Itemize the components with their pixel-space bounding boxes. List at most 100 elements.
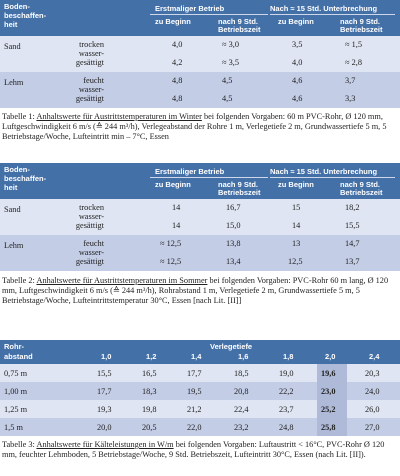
- table-3-header: Rohr- abstand Verlegetiefe 1,0 1,2 1,4 1…: [0, 340, 400, 364]
- value-cell: 21,2: [187, 405, 202, 414]
- depth-header: 1,2: [146, 352, 157, 361]
- value-cell: 17,7: [97, 387, 112, 396]
- value-cell: ≈ 2,8: [345, 58, 362, 67]
- value-cell: 22,2: [279, 387, 294, 396]
- condition-label: wasser-: [78, 248, 104, 257]
- table-row: 1,25 m 19,3 19,8 21,2 22,4 23,7 25,2 26,…: [0, 400, 400, 418]
- condition-label: trocken: [79, 40, 104, 49]
- value-cell: 16,5: [142, 369, 157, 378]
- header-sub-after-1: nach 9 Std.: [218, 180, 259, 189]
- table-1: Boden- beschaffen- heit Erstmaliger Betr…: [0, 0, 400, 108]
- value-cell: 20,0: [97, 423, 112, 432]
- table-2-caption: Tabelle 2: Anhaltswerte für Austrittstem…: [2, 276, 398, 306]
- row-label: 1,5 m: [4, 423, 23, 432]
- header-soil-line1: Boden-: [4, 2, 30, 11]
- value-cell: 4,5: [222, 76, 233, 85]
- condition-label: gesättigt: [75, 58, 104, 67]
- value-cell-highlight: 25,8: [321, 423, 336, 432]
- table-row: Lehm feucht wasser- gesättigt 4,8 4,5 4,…: [0, 72, 400, 108]
- value-cell: ≈ 12,5: [160, 239, 182, 248]
- table-row: Sand trocken wasser- gesättigt 4,0 ≈ 3,0…: [0, 36, 400, 72]
- row-label: 0,75 m: [4, 369, 28, 378]
- condition-label: gesättigt: [75, 221, 104, 230]
- value-cell: 3,3: [345, 94, 356, 103]
- value-cell-highlight: 25,2: [321, 405, 336, 414]
- value-cell: 12,5: [288, 257, 303, 266]
- caption-title: Anhaltswerte für Kälteleistungen in W/m: [36, 440, 174, 449]
- header-pipe-distance-1: Rohr-: [4, 342, 24, 351]
- caption-prefix: Tabelle 1:: [2, 112, 37, 121]
- table-row: 1,5 m 20,0 20,5 22,0 23,2 24,8 25,8 27,0: [0, 418, 400, 436]
- value-cell: 13,4: [226, 257, 241, 266]
- depth-header: 1,0: [101, 352, 112, 361]
- condition-label: wasser-: [78, 85, 104, 94]
- depth-header: 2,0: [325, 352, 336, 361]
- depth-header: 1,8: [283, 352, 294, 361]
- caption-text: bei folgenden Vorgaben: Luftaustritt < 1…: [2, 440, 385, 459]
- header-soil-line2: beschaffen-: [4, 174, 47, 183]
- value-cell: 4,0: [292, 58, 303, 67]
- value-cell: 15,5: [345, 221, 360, 230]
- value-cell: 26,0: [365, 405, 380, 414]
- value-cell: 22,0: [187, 423, 202, 432]
- value-cell: 24,8: [279, 423, 294, 432]
- value-cell: 3,5: [292, 40, 303, 49]
- header-soil-line3: heit: [4, 183, 18, 192]
- value-cell: 15: [292, 203, 301, 212]
- value-cell: 19,8: [142, 405, 157, 414]
- condition-label: gesättigt: [75, 257, 104, 266]
- table-1-caption: Tabelle 1: Anhaltswerte für Austrittstem…: [2, 112, 398, 142]
- header-sub-begin-2: zu Beginn: [278, 17, 314, 26]
- caption-title: Anhaltswerte für Austrittstemperaturen i…: [36, 276, 208, 285]
- value-cell: 24,0: [365, 387, 380, 396]
- value-cell: 14: [292, 221, 301, 230]
- value-cell: ≈ 3,5: [222, 58, 239, 67]
- header-soil-line1: Boden-: [4, 165, 30, 174]
- value-cell: 15,5: [97, 369, 112, 378]
- soil-label: Sand: [4, 42, 21, 51]
- value-cell: ≈ 1,5: [345, 40, 362, 49]
- value-cell: 22,4: [234, 405, 249, 414]
- value-cell: 14,7: [345, 239, 360, 248]
- value-cell: 4,8: [172, 76, 183, 85]
- value-cell: 4,2: [172, 58, 183, 67]
- value-cell: ≈ 12,5: [160, 257, 182, 266]
- value-cell: 19,5: [187, 387, 202, 396]
- header-laying-depth: Verlegetiefe: [210, 342, 253, 351]
- table-3-caption: Tabelle 3: Anhaltswerte für Kälteleistun…: [2, 440, 398, 460]
- table-row: Lehm feucht wasser- gesättigt ≈ 12,5 13,…: [0, 235, 400, 271]
- value-cell: 13: [292, 239, 301, 248]
- header-sub-begin: zu Beginn: [155, 17, 191, 26]
- table-row: 1,00 m 17,7 18,3 19,5 20,8 22,2 23,0 24,…: [0, 382, 400, 400]
- value-cell: 20,3: [365, 369, 380, 378]
- value-cell: 18,3: [142, 387, 157, 396]
- table-3: Rohr- abstand Verlegetiefe 1,0 1,2 1,4 1…: [0, 340, 400, 436]
- depth-header: 1,6: [238, 352, 249, 361]
- header-sub-after2-1: nach 9 Std.: [340, 180, 381, 189]
- value-cell-highlight: 19,6: [321, 369, 336, 378]
- value-cell: 13,7: [345, 257, 360, 266]
- value-cell: 4,6: [292, 94, 303, 103]
- value-cell: 20,5: [142, 423, 157, 432]
- value-cell: 27,0: [365, 423, 380, 432]
- value-cell: 16,7: [226, 203, 241, 212]
- caption-prefix: Tabelle 3:: [2, 440, 37, 449]
- condition-label: wasser-: [78, 49, 104, 58]
- table-2-header: Boden- beschaffen- heit Erstmaliger Betr…: [0, 163, 400, 199]
- value-cell: 17,7: [187, 369, 202, 378]
- soil-label: Lehm: [4, 78, 24, 87]
- header-sub-after-1: nach 9 Std.: [218, 17, 259, 26]
- row-label: 1,25 m: [4, 405, 28, 414]
- value-cell: 14: [172, 203, 181, 212]
- caption-text: bei folgenden Vorgaben: 60 m PVC-Rohr, Ø…: [2, 112, 387, 141]
- value-cell: 15,0: [226, 221, 241, 230]
- value-cell: 20,8: [234, 387, 249, 396]
- condition-label: feucht: [83, 239, 104, 248]
- value-cell: 19,0: [279, 369, 294, 378]
- header-first-operation: Erstmaliger Betrieb: [155, 167, 225, 176]
- value-cell: 18,2: [345, 203, 360, 212]
- caption-prefix: Tabelle 2:: [2, 276, 37, 285]
- condition-label: feucht: [83, 76, 104, 85]
- value-cell: 4,8: [172, 94, 183, 103]
- table-2: Boden- beschaffen- heit Erstmaliger Betr…: [0, 163, 400, 271]
